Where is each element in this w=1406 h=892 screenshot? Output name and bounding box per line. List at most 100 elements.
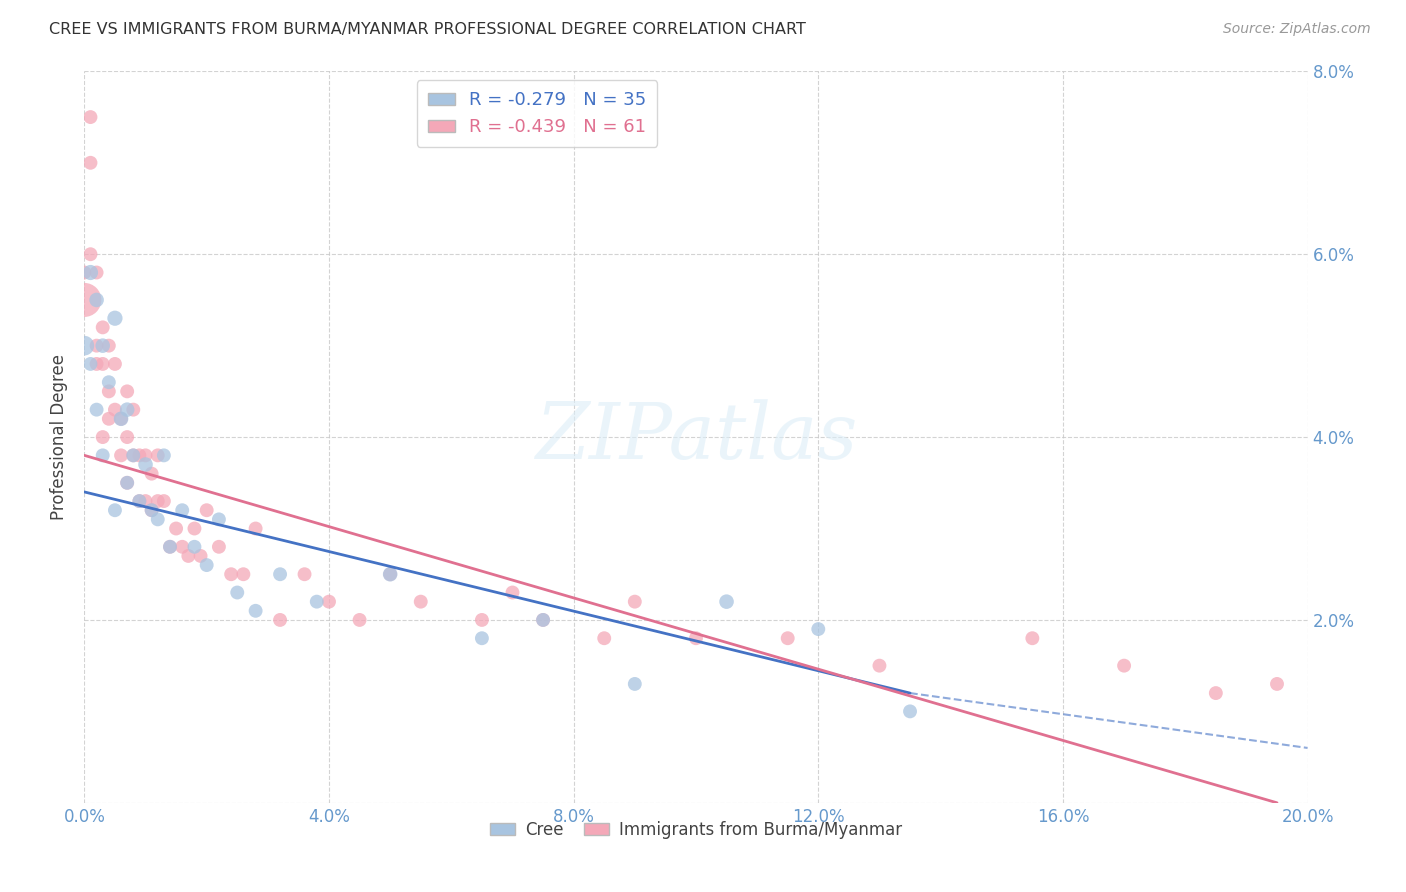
Point <box>79 155 101 169</box>
Point <box>531 613 554 627</box>
Point <box>269 613 291 627</box>
Point <box>593 632 616 646</box>
Point <box>177 549 200 563</box>
Point <box>128 494 150 508</box>
Point <box>97 384 120 399</box>
Point <box>79 357 101 371</box>
Point <box>146 449 169 463</box>
Point <box>685 632 707 646</box>
Point <box>91 357 114 371</box>
Point <box>807 622 830 636</box>
Point <box>86 266 108 280</box>
Point <box>91 338 114 352</box>
Point <box>208 540 231 554</box>
Point <box>146 512 169 526</box>
Point <box>135 449 157 463</box>
Point <box>183 521 205 535</box>
Point <box>172 503 194 517</box>
Point <box>86 402 108 417</box>
Point <box>624 595 647 609</box>
Point <box>79 110 101 124</box>
Text: ZIPatlas: ZIPatlas <box>534 399 858 475</box>
Point <box>153 449 176 463</box>
Point <box>1021 632 1043 646</box>
Point <box>776 632 799 646</box>
Point <box>79 247 101 261</box>
Point <box>195 558 218 573</box>
Point <box>135 458 157 472</box>
Point <box>86 357 108 371</box>
Point <box>141 503 163 517</box>
Point <box>232 567 254 582</box>
Point <box>269 567 291 582</box>
Point <box>502 585 524 599</box>
Point <box>97 338 120 352</box>
Y-axis label: Professional Degree: Professional Degree <box>51 354 69 520</box>
Point <box>471 632 494 646</box>
Point <box>226 585 249 599</box>
Point <box>91 449 114 463</box>
Point <box>245 521 267 535</box>
Point <box>115 402 138 417</box>
Point <box>349 613 371 627</box>
Point <box>135 494 157 508</box>
Point <box>195 503 218 517</box>
Point <box>104 503 127 517</box>
Point <box>898 705 921 719</box>
Point <box>91 430 114 444</box>
Point <box>165 521 187 535</box>
Point <box>104 357 127 371</box>
Point <box>245 604 267 618</box>
Point <box>380 567 402 582</box>
Point <box>172 540 194 554</box>
Point <box>122 449 145 463</box>
Point <box>716 595 738 609</box>
Point <box>1114 658 1136 673</box>
Text: Source: ZipAtlas.com: Source: ZipAtlas.com <box>1223 22 1371 37</box>
Point <box>183 540 205 554</box>
Point <box>110 412 132 426</box>
Point <box>190 549 212 563</box>
Point <box>79 266 101 280</box>
Text: CREE VS IMMIGRANTS FROM BURMA/MYANMAR PROFESSIONAL DEGREE CORRELATION CHART: CREE VS IMMIGRANTS FROM BURMA/MYANMAR PR… <box>49 22 806 37</box>
Point <box>153 494 176 508</box>
Legend: Cree, Immigrants from Burma/Myanmar: Cree, Immigrants from Burma/Myanmar <box>484 814 908 846</box>
Point <box>115 475 138 490</box>
Point <box>409 595 432 609</box>
Point <box>624 677 647 691</box>
Point <box>318 595 340 609</box>
Point <box>97 412 120 426</box>
Point <box>159 540 181 554</box>
Point <box>1265 677 1288 691</box>
Point <box>73 293 96 307</box>
Point <box>146 494 169 508</box>
Point <box>122 402 145 417</box>
Point <box>208 512 231 526</box>
Point <box>159 540 181 554</box>
Point <box>294 567 316 582</box>
Point <box>115 384 138 399</box>
Point <box>128 494 150 508</box>
Point <box>91 320 114 334</box>
Point <box>471 613 494 627</box>
Point <box>128 449 150 463</box>
Point <box>219 567 242 582</box>
Point <box>305 595 328 609</box>
Point <box>86 293 108 307</box>
Point <box>1205 686 1227 700</box>
Point <box>104 402 127 417</box>
Point <box>115 430 138 444</box>
Point <box>110 449 132 463</box>
Point <box>97 376 120 390</box>
Point <box>141 467 163 481</box>
Point <box>531 613 554 627</box>
Point <box>141 503 163 517</box>
Point <box>110 412 132 426</box>
Point <box>122 449 145 463</box>
Point <box>73 338 96 352</box>
Point <box>380 567 402 582</box>
Point <box>869 658 891 673</box>
Point <box>104 311 127 326</box>
Point <box>73 266 96 280</box>
Point <box>115 475 138 490</box>
